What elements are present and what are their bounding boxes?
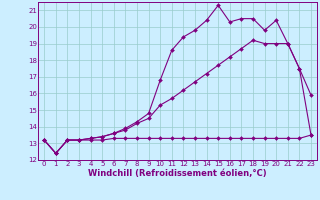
X-axis label: Windchill (Refroidissement éolien,°C): Windchill (Refroidissement éolien,°C) bbox=[88, 169, 267, 178]
